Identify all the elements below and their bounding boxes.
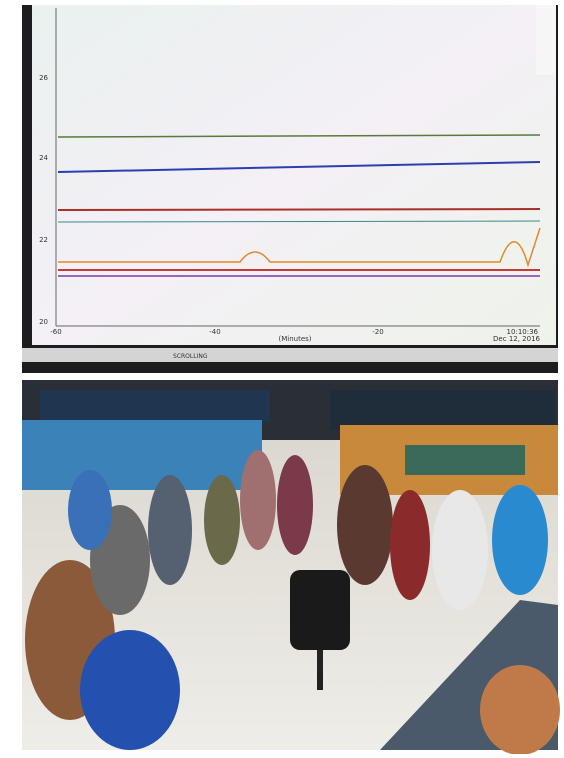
page: 26 24 22 20 -60 -40 -20 (Minutes) 10:10:… [0, 0, 564, 754]
toolbar-label: SCROLLING [173, 353, 208, 360]
person [480, 665, 560, 754]
person [390, 490, 430, 600]
x-axis-label: (Minutes) [278, 335, 311, 343]
office-chair [290, 570, 350, 650]
screen-area [32, 5, 556, 345]
person [80, 630, 180, 750]
person [277, 455, 313, 555]
y-label: 22 [39, 236, 48, 244]
screen-photo: 26 24 22 20 -60 -40 -20 (Minutes) 10:10:… [22, 5, 558, 373]
x-label: -40 [209, 328, 220, 336]
trace-red [58, 209, 540, 210]
monitor-row [40, 390, 270, 422]
person [240, 450, 276, 550]
person [204, 475, 240, 565]
toolbar [22, 348, 558, 362]
y-label: 26 [39, 74, 48, 82]
console-screens [405, 445, 525, 475]
person [337, 465, 393, 585]
person [492, 485, 548, 595]
date-label: Dec 12, 2016 [493, 335, 540, 343]
room-photo [22, 380, 560, 754]
y-label: 20 [39, 318, 48, 326]
photo-collage: 26 24 22 20 -60 -40 -20 (Minutes) 10:10:… [0, 0, 564, 754]
legend-strip [536, 5, 556, 75]
x-label: -60 [50, 328, 61, 336]
y-label: 24 [39, 154, 48, 162]
x-label: -20 [372, 328, 383, 336]
person [432, 490, 488, 610]
person [68, 470, 112, 550]
monitor-row [330, 390, 555, 430]
person [148, 475, 192, 585]
